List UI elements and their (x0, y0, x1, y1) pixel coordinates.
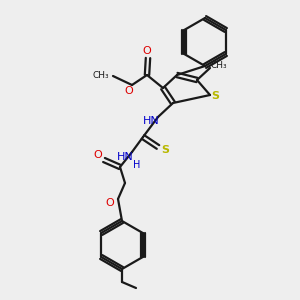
Text: O: O (142, 46, 152, 56)
Text: HN: HN (142, 116, 159, 126)
Text: HN: HN (117, 152, 134, 162)
Text: S: S (211, 91, 219, 101)
Text: O: O (124, 86, 134, 96)
Text: S: S (161, 145, 169, 155)
Text: CH₃: CH₃ (93, 70, 109, 80)
Text: H: H (133, 160, 141, 170)
Text: O: O (94, 150, 102, 160)
Text: O: O (106, 198, 114, 208)
Text: CH₃: CH₃ (211, 61, 227, 70)
